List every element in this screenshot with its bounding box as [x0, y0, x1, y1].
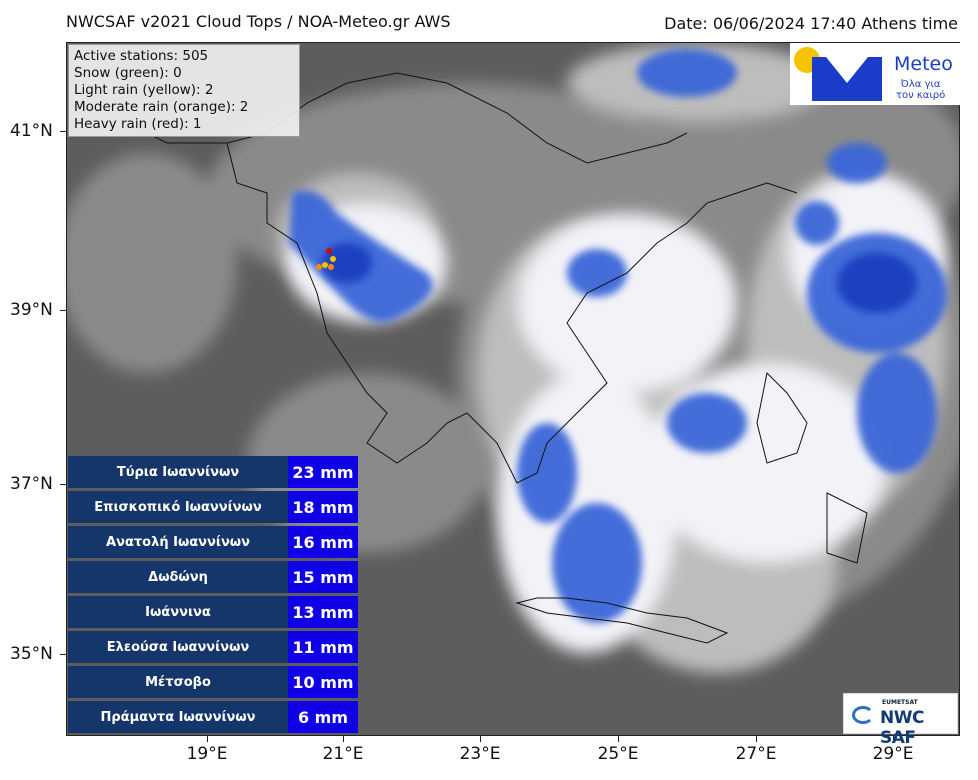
station-dot-moderate [316, 264, 322, 270]
station-name: Επισκοπικό Ιωαννίνων [68, 491, 288, 523]
lat-label: 37°N [10, 474, 53, 494]
lat-tick [60, 131, 66, 132]
lon-tick [618, 736, 619, 742]
lon-label: 25°E [597, 744, 639, 764]
station-name: Πράμαντα Ιωαννίνων [68, 701, 288, 733]
station-name: Ιωάννινα [68, 596, 288, 628]
rain-value: 16 mm [288, 526, 358, 558]
lon-label: 27°E [735, 744, 777, 764]
rain-value: 11 mm [288, 631, 358, 663]
table-row: Πράμαντα Ιωαννίνων 6 mm [68, 701, 358, 733]
station-name: Ανατολή Ιωαννίνων [68, 526, 288, 558]
lon-tick [343, 736, 344, 742]
station-name: Τύρια Ιωαννίνων [68, 456, 288, 488]
station-dot-light [322, 262, 328, 268]
rain-value: 10 mm [288, 666, 358, 698]
station-stats-box: Active stations: 505 Snow (green): 0 Lig… [68, 44, 300, 137]
table-row: Ανατολή Ιωαννίνων 16 mm [68, 526, 358, 558]
stat-snow: Snow (green): 0 [74, 65, 182, 81]
lon-label: 23°E [459, 744, 501, 764]
station-dot-light [330, 256, 336, 262]
stat-light: Light rain (yellow): 2 [74, 82, 214, 98]
nwcsaf-logo-small: EUMETSAT [882, 699, 918, 706]
lon-tick [480, 736, 481, 742]
rain-value: 13 mm [288, 596, 358, 628]
nwcsaf-logo-word: NWC SAF [880, 708, 924, 748]
lat-label: 41°N [10, 121, 53, 141]
station-name: Δωδώνη [68, 561, 288, 593]
table-row: Ελεούσα Ιωαννίνων 11 mm [68, 631, 358, 663]
lon-tick [893, 736, 894, 742]
lat-tick [60, 484, 66, 485]
map-date: Date: 06/06/2024 17:40 Athens time [664, 14, 958, 33]
table-row: Δωδώνη 15 mm [68, 561, 358, 593]
rainfall-table: Τύρια Ιωαννίνων 23 mm Επισκοπικό Ιωαννίνω… [68, 456, 358, 736]
lat-label: 35°N [10, 644, 53, 664]
lon-label: 29°E [872, 744, 914, 764]
lon-label: 19°E [186, 744, 228, 764]
table-row: Μέτσοβο 10 mm [68, 666, 358, 698]
rain-value: 23 mm [288, 456, 358, 488]
table-row: Επισκοπικό Ιωαννίνων 18 mm [68, 491, 358, 523]
stat-moderate: Moderate rain (orange): 2 [74, 99, 249, 115]
rain-value: 6 mm [288, 701, 358, 733]
lon-tick [756, 736, 757, 742]
meteo-m-icon [812, 57, 882, 101]
map-title: NWCSAF v2021 Cloud Tops / NOA-Meteo.gr A… [66, 12, 451, 31]
meteo-tag-line2: τον καιρό [896, 90, 946, 101]
lat-tick [60, 310, 66, 311]
table-row: Ιωάννινα 13 mm [68, 596, 358, 628]
meteo-logo: Meteo Όλα για τον καιρό [790, 43, 960, 105]
lon-label: 21°E [322, 744, 364, 764]
rain-value: 18 mm [288, 491, 358, 523]
swirl-icon [852, 706, 874, 724]
stat-active: Active stations: 505 [74, 48, 209, 64]
meteo-logo-word: Meteo [894, 53, 953, 75]
rain-value: 15 mm [288, 561, 358, 593]
station-dot-heavy [326, 248, 332, 254]
lat-tick [60, 654, 66, 655]
meteo-logo-tagline: Όλα για τον καιρό [896, 79, 945, 101]
lat-label: 39°N [10, 300, 53, 320]
stat-heavy: Heavy rain (red): 1 [74, 116, 202, 132]
table-row: Τύρια Ιωαννίνων 23 mm [68, 456, 358, 488]
station-dot-moderate [328, 264, 334, 270]
meteo-tag-line1: Όλα για [900, 79, 941, 90]
station-name: Ελεούσα Ιωαννίνων [68, 631, 288, 663]
nwcsaf-logo: EUMETSAT NWC SAF [843, 693, 958, 748]
lon-tick [207, 736, 208, 742]
station-name: Μέτσοβο [68, 666, 288, 698]
